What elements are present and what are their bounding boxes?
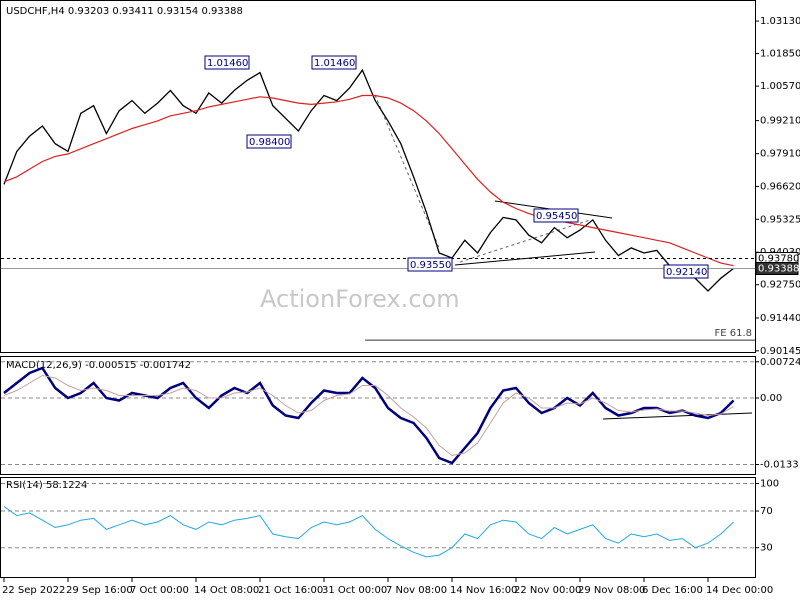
x-tick-label: 21 Oct 16:00 — [258, 585, 323, 596]
rsi-title: RSI(14) 58.1224 — [6, 480, 87, 491]
x-tick-label: 29 Nov 08:00 — [578, 585, 645, 596]
x-tick-label: 22 Sep 2022 — [2, 585, 65, 596]
annotation-box — [533, 208, 579, 223]
annotation: 0.95450 — [536, 211, 577, 222]
x-tick-label: 29 Sep 16:00 — [66, 585, 133, 596]
annotation-box — [663, 264, 709, 279]
annotation-box — [311, 55, 357, 70]
y-tick-label: 100 — [760, 479, 779, 490]
x-tick-label: 31 Oct 00:00 — [322, 585, 387, 596]
series-line — [3, 505, 734, 558]
macd-panel — [0, 356, 756, 475]
y-tick-label: 1.00570 — [760, 81, 800, 92]
x-tick-label: 14 Oct 08:00 — [194, 585, 259, 596]
y-tick-label: 0.00724 — [760, 357, 800, 368]
y-tick-label: 0.95325 — [760, 214, 800, 225]
x-tick-label: 22 Nov 00:00 — [514, 585, 581, 596]
series-line — [3, 68, 734, 292]
macd-title: MACD(12,26,9) -0.000515 -0.001742 — [6, 360, 191, 371]
x-tick-label: 7 Oct 00:00 — [130, 585, 189, 596]
fe-label: FE 61.8 — [714, 328, 752, 339]
y-tick-label: 1.01850 — [760, 49, 800, 60]
y-tick-label: 30 — [760, 543, 773, 554]
y-tick-label: -0.0133 — [760, 460, 799, 471]
series-line — [3, 94, 734, 267]
price-panel — [0, 0, 756, 353]
y-tick-label: 1.03130 — [760, 16, 800, 27]
level-label: 0.93780 — [758, 254, 799, 265]
level-label-box — [755, 261, 799, 275]
annotation-box — [407, 257, 453, 272]
y-tick-label: 0.90145 — [760, 346, 800, 357]
y-tick-label: 0.00 — [760, 393, 782, 404]
series-line — [3, 366, 735, 465]
level-label: 0.93388 — [758, 263, 799, 274]
x-tick-label: 14 Dec 00:00 — [706, 585, 773, 596]
chart-title: USDCHF,H4 0.93203 0.93411 0.93154 0.9338… — [6, 6, 243, 17]
trend-line — [602, 412, 753, 420]
x-tick-label: 14 Nov 16:00 — [450, 585, 517, 596]
y-tick-label: 0.92750 — [760, 280, 800, 291]
series-line — [3, 374, 734, 457]
annotation-box — [246, 134, 292, 149]
annotation: 0.93550 — [410, 260, 451, 271]
watermark: ActionForex.com — [260, 285, 460, 313]
x-tick-label: 7 Nov 08:00 — [386, 585, 447, 596]
annotation: 1.01460 — [207, 58, 248, 69]
y-tick-label: 70 — [760, 506, 773, 517]
annotation: 0.98400 — [249, 137, 290, 148]
y-tick-label: 0.96620 — [760, 181, 800, 192]
annotation: 0.92140 — [666, 267, 707, 278]
x-tick-label: 6 Dec 16:00 — [642, 585, 703, 596]
y-tick-label: 0.91440 — [760, 313, 800, 324]
y-tick-label: 0.97910 — [760, 149, 800, 160]
trend-line — [459, 219, 591, 263]
y-tick-label: 0.99210 — [760, 116, 800, 127]
trend-line — [374, 94, 441, 251]
rsi-panel — [0, 477, 756, 578]
annotation: 1.01460 — [314, 58, 355, 69]
annotation-box — [204, 55, 250, 70]
